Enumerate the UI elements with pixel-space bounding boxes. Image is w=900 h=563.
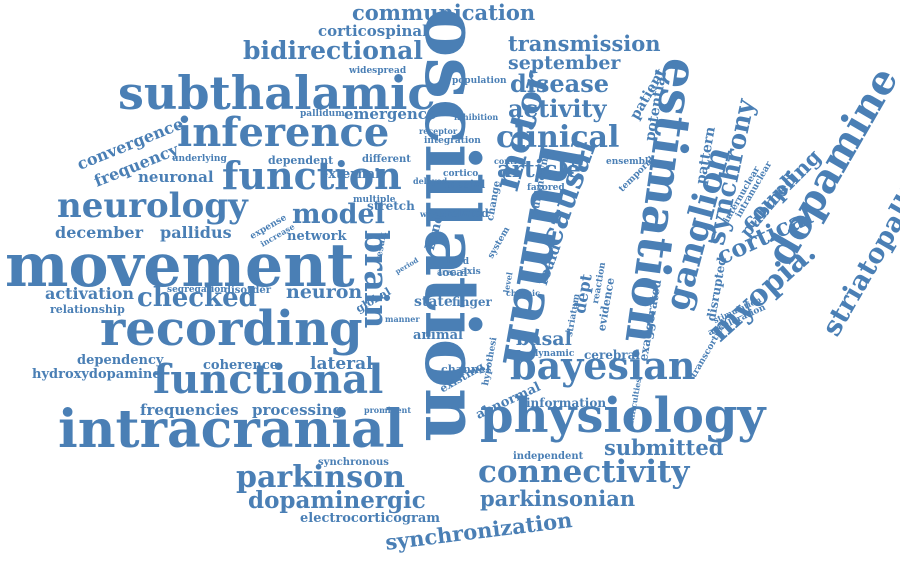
word-neuronal: neuronal bbox=[138, 168, 214, 186]
word-emergence: emergence bbox=[344, 105, 437, 123]
word-chronic: chronic bbox=[506, 288, 540, 298]
word-model: model bbox=[292, 199, 385, 230]
word-function: function bbox=[222, 153, 402, 198]
word-checked: checked bbox=[137, 283, 257, 313]
word-subthalamic: subthalamic bbox=[118, 66, 436, 120]
word-submitted: submitted bbox=[604, 435, 724, 460]
word-multiple: multiple bbox=[353, 195, 396, 205]
word-inhibition: inhibition bbox=[454, 112, 499, 122]
word-segregation: segregation bbox=[167, 285, 227, 295]
word-stretch: stretch bbox=[367, 199, 415, 213]
word-state: state bbox=[414, 294, 453, 310]
word-synchronous: synchronous bbox=[318, 457, 389, 468]
word-transmission: transmission bbox=[508, 31, 661, 56]
word-parkinsonian: parkinsonian bbox=[480, 486, 636, 511]
word-hydroxydopamine: hydroxydopamine bbox=[32, 367, 161, 382]
word-processing: processing bbox=[252, 401, 344, 419]
word-mesial: mesial bbox=[445, 178, 486, 191]
word-dynamic: dynamic bbox=[532, 349, 575, 359]
word-area: area bbox=[437, 267, 457, 277]
word-frequencies: frequencies bbox=[140, 401, 239, 419]
word-coherence: coherence bbox=[203, 358, 279, 373]
word-receptor: receptor bbox=[419, 126, 458, 136]
word-connectivity: connectivity bbox=[478, 454, 690, 490]
word-disorder: disorder bbox=[224, 285, 271, 296]
word-population: population bbox=[452, 76, 507, 86]
word-cortico: cortico bbox=[443, 169, 479, 179]
word-article: article bbox=[497, 156, 581, 183]
word-december: december bbox=[55, 223, 144, 242]
word-dopaminergic: dopaminergic bbox=[248, 487, 426, 514]
word-electrocorticogram: electrocorticogram bbox=[300, 511, 441, 526]
word-field: field bbox=[447, 257, 469, 267]
word-disease: disease bbox=[510, 69, 610, 98]
word-underlying: underlying bbox=[172, 154, 227, 164]
word-activity: activity bbox=[508, 94, 607, 123]
word-cerebral: cerebral bbox=[584, 348, 640, 362]
word-related: related bbox=[445, 207, 489, 220]
word-animal: animal bbox=[413, 328, 463, 343]
word-communication: communication bbox=[352, 0, 536, 25]
word-pallidum: pallidum bbox=[300, 109, 345, 119]
word-physiology: physiology bbox=[480, 388, 766, 444]
word-delayed: delayed bbox=[413, 176, 448, 186]
word-corticospinal: corticospinal bbox=[318, 22, 428, 40]
word-september: september bbox=[508, 52, 621, 74]
word-finger: finger bbox=[452, 295, 492, 309]
word-channel: channel bbox=[441, 363, 490, 376]
word-bayesian: bayesian bbox=[510, 343, 696, 388]
word-different: different bbox=[362, 154, 411, 165]
word-neurology: neurology bbox=[57, 186, 248, 226]
word-parkinson: parkinson bbox=[236, 460, 405, 495]
word-relationship: relationship bbox=[50, 303, 125, 316]
word-whole: whole bbox=[420, 209, 447, 219]
word-control: control bbox=[494, 156, 527, 166]
word-dependency: dependency bbox=[77, 353, 164, 368]
word-manner: manner bbox=[385, 314, 420, 324]
word-clinical: clinical bbox=[496, 120, 620, 155]
word-intracranial: intracranial bbox=[58, 399, 405, 460]
word-functional: functional bbox=[153, 356, 384, 403]
word-lateral: lateral bbox=[310, 354, 373, 374]
word-pallidus: pallidus bbox=[160, 223, 232, 242]
word-local: local bbox=[438, 266, 468, 279]
word-dependent: dependent bbox=[268, 154, 334, 167]
word-favored: favored bbox=[527, 183, 565, 193]
word-basal: basal bbox=[516, 328, 572, 350]
word-neuron: neuron bbox=[286, 281, 363, 303]
word-recording: recording bbox=[100, 301, 363, 357]
word-prominent: prominent bbox=[364, 405, 412, 415]
word-external: external bbox=[320, 167, 380, 182]
word-bidirectional: bidirectional bbox=[243, 36, 423, 65]
word-integration: integration bbox=[424, 136, 481, 146]
word-activation: activation bbox=[45, 284, 135, 303]
word-independent: independent bbox=[513, 451, 584, 462]
word-axis: axis bbox=[461, 267, 481, 277]
word-movement: movement bbox=[5, 231, 355, 301]
word-widespread: widespread bbox=[349, 66, 407, 76]
word-inference: inference bbox=[177, 109, 390, 156]
word-ensemble: ensemble bbox=[606, 157, 655, 167]
word-information: information bbox=[526, 396, 607, 410]
word-network: network bbox=[287, 229, 347, 244]
